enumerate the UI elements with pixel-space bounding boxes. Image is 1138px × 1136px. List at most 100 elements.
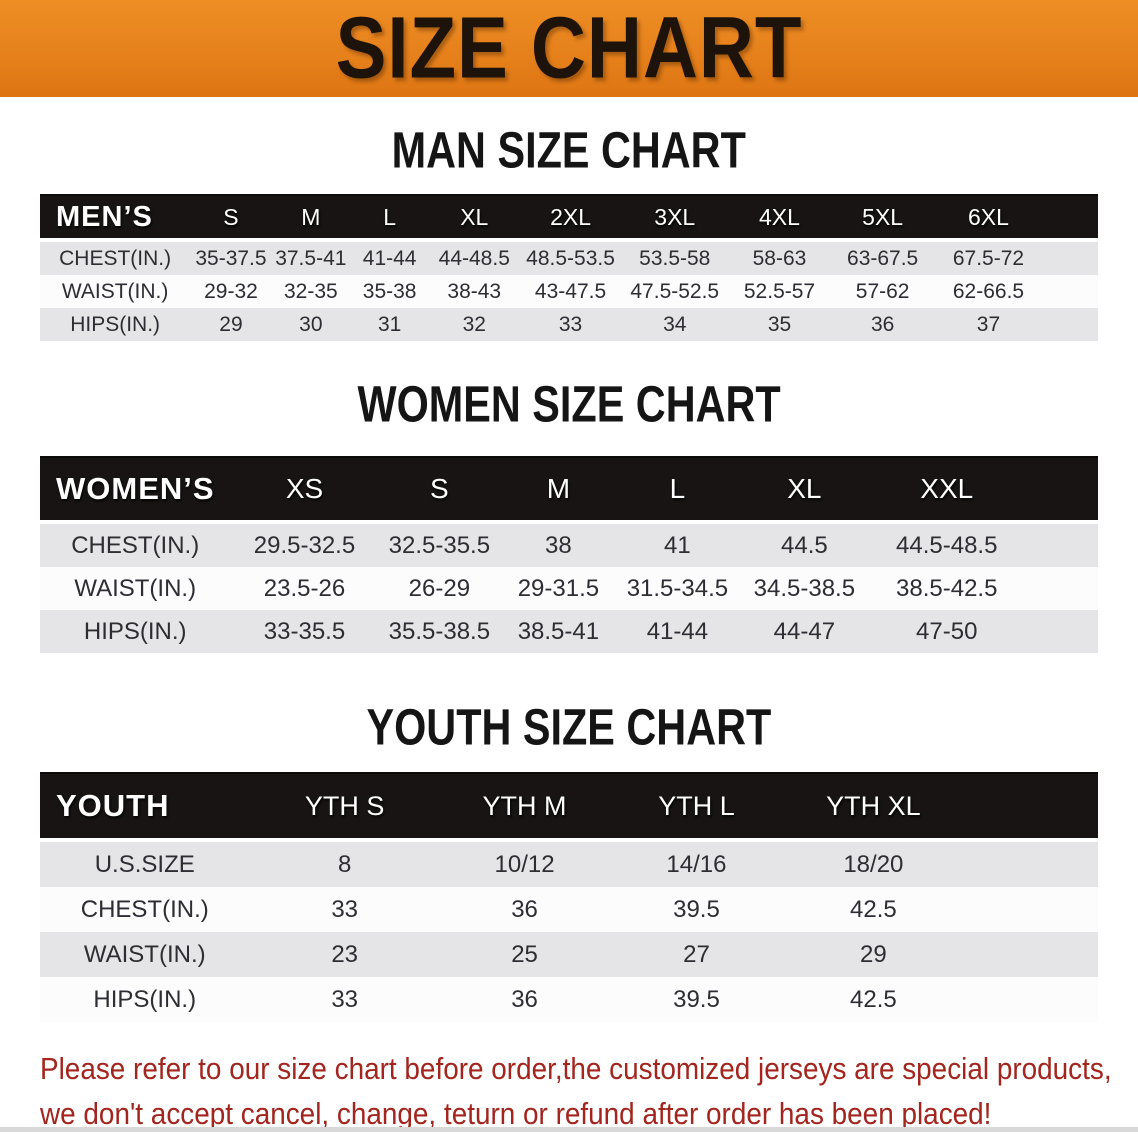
size-chart-sections: MAN SIZE CHART MEN’S S M L XL 2XL 3XL 4XL 5XL 6XL C… — [0, 121, 1138, 1022]
size-value: 29-32 — [190, 275, 272, 308]
size-value: 44.5-48.5 — [870, 522, 1098, 567]
size-column-header: YTH XL — [783, 772, 1098, 842]
table-row: CHEST(IN.) 35-37.5 37.5-41 41-44 44-48.5 48.5… — [40, 240, 1098, 275]
size-value: 67.5-72 — [933, 240, 1098, 275]
size-table-youth: YOUTH YTH S YTH M YTH L YTH XL U.S.SIZE 8 10/12… — [40, 772, 1098, 1022]
image-bottom-edge — [0, 1127, 1138, 1132]
size-value: 38 — [500, 522, 617, 567]
row-label: U.S.SIZE — [40, 840, 250, 887]
size-value: 31.5-34.5 — [616, 567, 739, 610]
row-label: WAIST(IN.) — [40, 275, 191, 308]
size-value: 23 — [249, 932, 440, 977]
size-value: 38.5-42.5 — [870, 567, 1098, 610]
size-value: 32 — [429, 308, 520, 341]
size-value: 38.5-41 — [500, 610, 617, 653]
table-corner-label: MEN’S — [40, 194, 191, 242]
section-heading-womens: WOMEN SIZE CHART — [0, 375, 1138, 433]
size-value: 29 — [783, 932, 1098, 977]
table-row: WAIST(IN.) 29-32 32-35 35-38 38-43 43-47.5 47.… — [40, 275, 1098, 308]
section-heading-text: WOMEN SIZE CHART — [357, 375, 781, 433]
row-label: WAIST(IN.) — [40, 932, 250, 977]
size-value: 42.5 — [783, 887, 1098, 932]
size-value: 14/16 — [609, 840, 784, 887]
size-value: 37.5-41 — [271, 240, 350, 275]
size-column-header: XL — [429, 194, 520, 242]
size-value: 18/20 — [783, 840, 1098, 887]
size-value: 33 — [249, 887, 440, 932]
table-header-row: YOUTH YTH S YTH M YTH L YTH XL — [40, 772, 1098, 842]
size-value: 41-44 — [616, 610, 739, 653]
size-chart-banner: SIZE CHART — [0, 0, 1138, 97]
page-title: SIZE CHART — [335, 0, 803, 97]
table-header-row: MEN’S S M L XL 2XL 3XL 4XL 5XL 6XL — [40, 194, 1098, 242]
row-label: HIPS(IN.) — [40, 308, 191, 341]
table-header-row: WOMEN’S XS S M L XL XXL — [40, 456, 1098, 524]
size-value: 35-37.5 — [190, 240, 272, 275]
size-value: 10/12 — [439, 840, 610, 887]
size-value: 25 — [439, 932, 610, 977]
size-value: 62-66.5 — [933, 275, 1098, 308]
size-value: 39.5 — [609, 977, 784, 1022]
size-value: 53.5-58 — [621, 240, 728, 275]
size-column-header: 5XL — [831, 194, 934, 242]
size-value: 36 — [831, 308, 934, 341]
size-column-header: L — [349, 194, 430, 242]
section-heading-youth: YOUTH SIZE CHART — [0, 698, 1138, 755]
table-row: CHEST(IN.) 29.5-32.5 32.5-35.5 38 41 44.5 44.5… — [40, 522, 1098, 567]
size-value: 33 — [519, 308, 622, 341]
size-value: 36 — [439, 887, 610, 932]
row-label: CHEST(IN.) — [40, 240, 191, 275]
size-column-header: XS — [230, 456, 379, 524]
table-row: WAIST(IN.) 23 25 27 29 — [40, 932, 1098, 977]
size-value: 32.5-35.5 — [378, 522, 501, 567]
size-value: 38-43 — [429, 275, 520, 308]
size-value: 47-50 — [870, 610, 1098, 653]
size-column-header: XL — [738, 456, 871, 524]
table-row: HIPS(IN.) 29 30 31 32 33 34 35 36 37 — [40, 308, 1098, 341]
size-value: 39.5 — [609, 887, 784, 932]
size-value: 29.5-32.5 — [230, 522, 379, 567]
size-value: 36 — [439, 977, 610, 1022]
size-value: 44-47 — [738, 610, 871, 653]
row-label: HIPS(IN.) — [40, 977, 250, 1022]
table-row: HIPS(IN.) 33 36 39.5 42.5 — [40, 977, 1098, 1022]
size-value: 33-35.5 — [230, 610, 379, 653]
size-column-header: S — [190, 194, 272, 242]
size-value: 44.5 — [738, 522, 871, 567]
size-value: 48.5-53.5 — [519, 240, 622, 275]
size-table-mens: MEN’S S M L XL 2XL 3XL 4XL 5XL 6XL CHEST(IN.) 35-37… — [40, 194, 1098, 341]
size-column-header: YTH S — [249, 772, 440, 842]
size-column-header: YTH L — [609, 772, 784, 842]
size-value: 52.5-57 — [727, 275, 832, 308]
size-column-header: M — [500, 456, 617, 524]
size-value: 34 — [621, 308, 728, 341]
size-value: 44-48.5 — [429, 240, 520, 275]
size-value: 31 — [349, 308, 430, 341]
size-value: 29 — [190, 308, 272, 341]
size-value: 30 — [271, 308, 350, 341]
size-value: 63-67.5 — [831, 240, 934, 275]
size-value: 43-47.5 — [519, 275, 622, 308]
size-value: 26-29 — [378, 567, 501, 610]
size-value: 35.5-38.5 — [378, 610, 501, 653]
size-value: 23.5-26 — [230, 567, 379, 610]
size-column-header: S — [378, 456, 501, 524]
size-column-header: YTH M — [439, 772, 610, 842]
size-value: 8 — [249, 840, 440, 887]
section-womens: WOMEN SIZE CHART WOMEN’S XS S M L XL XXL CHEST(I… — [0, 375, 1138, 653]
size-column-header: 6XL — [933, 194, 1098, 242]
table-row: CHEST(IN.) 33 36 39.5 42.5 — [40, 887, 1098, 932]
size-value: 29-31.5 — [500, 567, 617, 610]
size-value: 33 — [249, 977, 440, 1022]
section-heading-mens: MAN SIZE CHART — [0, 121, 1138, 179]
size-value: 35 — [727, 308, 832, 341]
row-label: WAIST(IN.) — [40, 567, 231, 610]
size-table-womens: WOMEN’S XS S M L XL XXL CHEST(IN.) 29.5-32.5 32.5… — [40, 456, 1098, 653]
size-value: 41 — [616, 522, 739, 567]
size-value: 57-62 — [831, 275, 934, 308]
section-heading-text: MAN SIZE CHART — [391, 121, 747, 179]
table-corner-label: YOUTH — [40, 772, 250, 842]
disclaimer-line-1: Please refer to our size chart before or… — [40, 1051, 1112, 1086]
size-column-header: M — [271, 194, 350, 242]
row-label: HIPS(IN.) — [40, 610, 231, 653]
